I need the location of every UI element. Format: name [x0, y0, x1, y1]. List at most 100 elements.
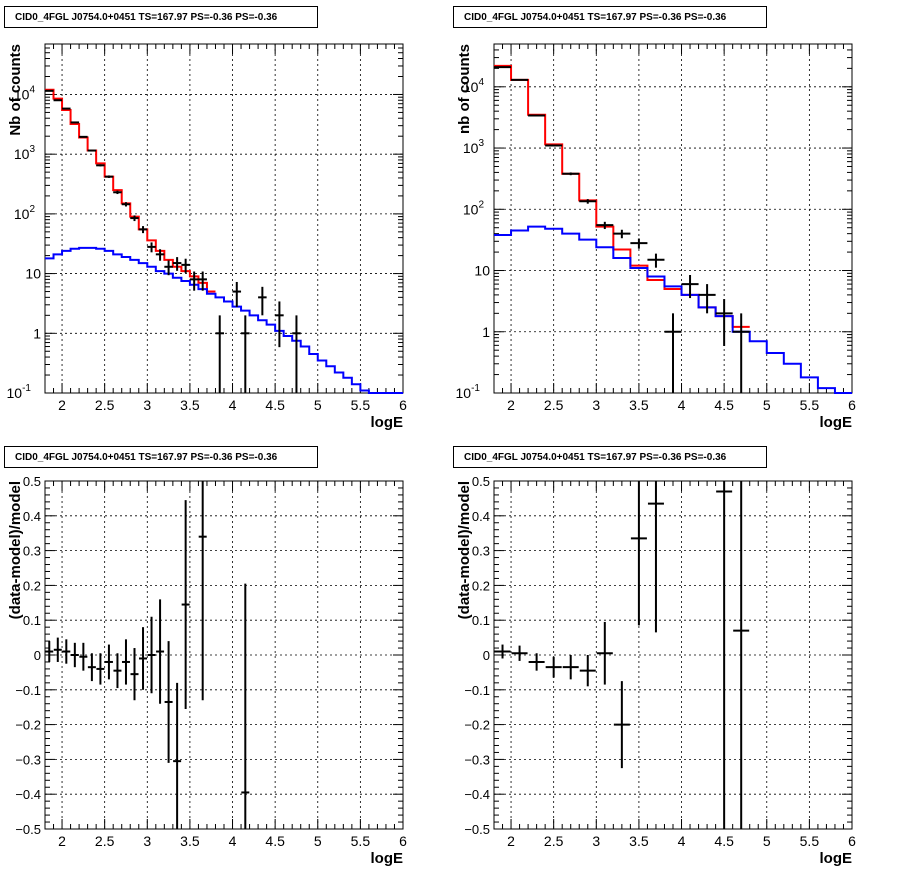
y-tick-label-exp: 4 [478, 77, 484, 88]
data-point [613, 229, 631, 239]
y-tick-label-exp: -1 [471, 383, 480, 394]
data-point [96, 164, 105, 167]
x-tick-label: 3.5 [629, 833, 649, 849]
data-point [596, 621, 613, 685]
plot-frame [493, 480, 853, 830]
x-axis-label: logE [371, 850, 404, 867]
y-tick-label: −0.5 [15, 822, 41, 837]
data-points [45, 89, 301, 393]
pad-bottom-right: CID0_4FGL J0754.0+0451 TS=167.97 PS=-0.3… [449, 437, 898, 875]
y-tick-label: 0 [483, 648, 490, 663]
data-point [613, 681, 630, 769]
data-point [292, 315, 301, 393]
y-tick-label: 102 [463, 199, 485, 217]
data-point [113, 190, 122, 195]
series-line [45, 246, 403, 394]
x-tick-label: 5 [314, 397, 322, 413]
y-tick-label: 0.1 [472, 613, 490, 628]
data-point [494, 644, 511, 659]
data-point [241, 315, 250, 393]
data-point [562, 172, 580, 176]
plot-title: CID0_4FGL J0754.0+0451 TS=167.97 PS=-0.3… [453, 446, 767, 468]
x-tick-label: 4.5 [714, 833, 734, 849]
data-points [494, 481, 750, 829]
x-tick-label: 5.5 [351, 833, 371, 849]
x-tick-label: 4.5 [265, 397, 285, 413]
y-tick-label: −0.1 [15, 683, 41, 698]
data-point [79, 135, 88, 138]
y-tick-label: 0.3 [23, 544, 41, 559]
y-tick-label: −0.5 [464, 822, 490, 837]
x-axis-label: logE [820, 414, 853, 431]
data-point [698, 284, 716, 314]
y-tick-label: 0 [34, 648, 41, 663]
data-point [198, 271, 207, 291]
data-point [62, 107, 71, 110]
x-tick-label: 6 [848, 833, 856, 849]
y-axis-label: nb of counts [456, 44, 473, 134]
x-axis-label: logE [371, 414, 404, 431]
y-tick-label: 104 [14, 84, 36, 102]
data-point [681, 275, 699, 299]
data-point [647, 253, 665, 268]
y-tick-label-base: 10 [463, 79, 479, 95]
y-tick-label: 103 [14, 144, 36, 162]
data-point [664, 313, 682, 393]
y-tick-label-base: 10 [463, 140, 479, 156]
data-point [53, 99, 63, 102]
x-tick-label: 5.5 [800, 397, 820, 413]
data-point [172, 257, 182, 271]
x-tick-label: 3 [143, 833, 151, 849]
data-point [87, 653, 96, 682]
x-tick-label: 5 [763, 397, 771, 413]
data-points [494, 66, 750, 393]
y-tick-label-base: 10 [463, 201, 479, 217]
x-tick-label: 4 [678, 833, 686, 849]
pad-top-right: CID0_4FGL J0754.0+0451 TS=167.97 PS=-0.3… [449, 0, 898, 437]
plot-frame [44, 43, 404, 394]
y-axis-label: (data-model)/model [456, 481, 473, 619]
y-tick-label: −0.1 [464, 683, 490, 698]
data-point [562, 655, 579, 680]
y-tick-label: 104 [463, 77, 485, 95]
data-point [147, 616, 156, 694]
data-point [121, 202, 131, 207]
data-point [545, 144, 563, 147]
series-line [494, 64, 750, 328]
chart-top-left: 2 2.5 3 3.5 4 4.5 5 5.5 610-1110102103104logENb … [7, 43, 407, 431]
data-point [104, 644, 113, 680]
y-tick-label: 0.2 [23, 578, 41, 593]
y-tick-label: 0.5 [23, 474, 41, 489]
data-point [630, 238, 648, 249]
data-point [53, 637, 62, 662]
y-tick-label: 1 [33, 325, 41, 341]
axis-ticks [493, 480, 853, 830]
x-tick-label: 2.5 [544, 833, 564, 849]
data-point [528, 653, 545, 671]
y-tick-label-base: 10 [456, 385, 472, 401]
data-point [155, 249, 165, 261]
x-tick-label: 2 [58, 397, 66, 413]
x-tick-label: 3 [592, 397, 600, 413]
x-tick-label: 2 [507, 833, 515, 849]
x-tick-label: 3 [143, 397, 151, 413]
x-tick-label: 3.5 [180, 833, 200, 849]
data-point [138, 226, 148, 234]
data-point [545, 656, 562, 678]
y-tick-label: −0.3 [464, 752, 490, 767]
y-tick-label: 0.5 [472, 474, 490, 489]
y-tick-label: 0.3 [472, 544, 490, 559]
y-tick-label: 0.2 [472, 578, 490, 593]
data-point [164, 641, 173, 763]
data-point [173, 682, 182, 829]
data-point [62, 639, 71, 664]
x-tick-label: 3 [592, 833, 600, 849]
chart-bottom-right: 2 2.5 3 3.5 4 4.5 5 5.5 6 −0.5 −0.4 −0.3 −0.2 −0.1 0 0.… [456, 474, 856, 867]
grid [494, 481, 852, 829]
y-tick-label: 102 [14, 204, 36, 222]
data-point [198, 481, 207, 701]
data-point [579, 655, 596, 687]
x-tick-label: 3.5 [180, 397, 200, 413]
data-point [189, 271, 199, 291]
data-point [275, 301, 284, 348]
